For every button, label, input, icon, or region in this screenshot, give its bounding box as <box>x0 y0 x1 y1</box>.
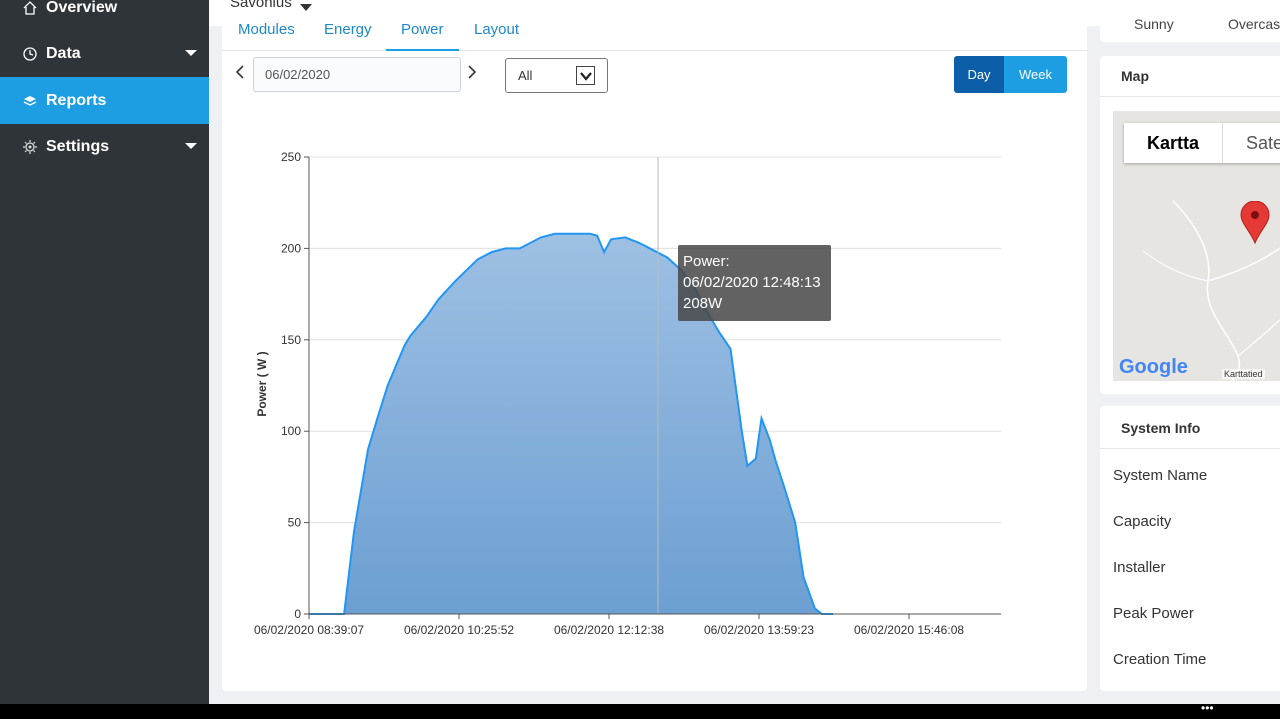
report-tabs: Modules Energy Power Layout <box>222 14 1087 51</box>
chart-axes: 0 50 100 150 200 250 06/02/2020 08:39:07 06/02/… <box>254 150 1001 637</box>
more-icon[interactable]: ••• <box>1201 701 1214 715</box>
divider <box>1100 448 1280 449</box>
info-row-capacity: Capacity <box>1113 513 1172 530</box>
sidebar-item-label: Data <box>46 44 81 62</box>
map-tab-satellite[interactable]: Sate <box>1246 133 1280 153</box>
area-fill <box>309 233 834 615</box>
tab-layout[interactable]: Layout <box>474 21 520 38</box>
sidebar-item-data[interactable]: Data <box>0 30 209 77</box>
range-select-value: All <box>518 68 533 83</box>
y-tick-label: 50 <box>288 516 302 530</box>
chevron-left-icon[interactable] <box>235 63 245 84</box>
chart-tooltip: Power: 06/02/2020 12:48:13 208W <box>678 245 831 321</box>
y-axis-label: Power ( W ) <box>255 351 269 416</box>
x-tick-label: 06/02/2020 10:25:52 <box>404 623 514 637</box>
map-card: Map Kartta Sate Google Karttatied <box>1100 56 1280 394</box>
info-row-installer: Installer <box>1113 559 1166 576</box>
map-attribution[interactable]: Karttatied <box>1222 369 1265 379</box>
layers-icon <box>20 91 40 111</box>
weather-label-sunny: Sunny <box>1134 16 1174 32</box>
tab-modules[interactable]: Modules <box>238 21 295 38</box>
gear-icon <box>20 137 40 157</box>
day-button[interactable]: Day <box>954 56 1004 93</box>
map-type-tabs: Kartta Sate <box>1124 123 1280 163</box>
sidebar-item-label: Settings <box>46 137 110 155</box>
y-tick-label: 0 <box>294 607 301 621</box>
sidebar-item-overview[interactable]: Overview <box>0 0 209 31</box>
bottom-bar: ••• <box>0 701 1280 719</box>
home-icon <box>20 0 40 18</box>
google-logo: Google <box>1119 356 1188 378</box>
chevron-down-icon <box>185 143 197 149</box>
chart-area-series <box>309 157 834 615</box>
site-selector-label[interactable]: Savonius <box>230 0 292 11</box>
x-tick-label: 06/02/2020 08:39:07 <box>254 623 364 637</box>
y-tick-label: 150 <box>281 333 301 347</box>
x-tick-label: 06/02/2020 12:12:38 <box>554 623 664 637</box>
sidebar-item-settings[interactable]: Settings <box>0 123 209 170</box>
sidebar: Overview Data Reports Settings <box>0 0 209 704</box>
map-card-title: Map <box>1121 68 1149 84</box>
chevron-down-icon <box>576 66 595 85</box>
map-tab-map[interactable]: Kartta <box>1147 133 1200 153</box>
weather-card: Sunny Overcas <box>1100 0 1280 42</box>
map-pin-icon[interactable] <box>1240 201 1270 245</box>
weather-label-overcast: Overcas <box>1228 16 1280 32</box>
tab-power[interactable]: Power <box>386 21 459 51</box>
chevron-down-icon <box>185 50 197 56</box>
clock-icon <box>20 44 40 64</box>
y-tick-label: 100 <box>281 424 301 438</box>
chevron-right-icon[interactable] <box>467 63 477 84</box>
y-tick-label: 200 <box>281 241 301 255</box>
divider <box>1100 96 1280 97</box>
x-tick-label: 06/02/2020 13:59:23 <box>704 623 814 637</box>
week-button[interactable]: Week <box>1004 56 1067 93</box>
power-chart[interactable]: 0 50 100 150 200 250 06/02/2020 08:39:07 06/02/… <box>222 14 1087 691</box>
system-info-title: System Info <box>1121 420 1201 436</box>
power-report-card: Modules Energy Power Layout 06/02/2020 A… <box>222 14 1087 691</box>
area-line <box>309 232 834 615</box>
chevron-down-icon[interactable] <box>300 4 312 11</box>
info-row-creation-time: Creation Time <box>1113 651 1207 668</box>
tooltip-time: 06/02/2020 12:48:13 <box>683 274 821 291</box>
map-view[interactable]: Kartta Sate Google Karttatied <box>1113 111 1280 381</box>
sidebar-item-label: Overview <box>46 0 118 16</box>
date-input[interactable]: 06/02/2020 <box>253 57 461 92</box>
info-row-peak-power: Peak Power <box>1113 605 1194 622</box>
system-info-card: System Info System Name Capacity Install… <box>1100 406 1280 691</box>
tooltip-title: Power: <box>683 253 730 270</box>
info-row-system-name: System Name <box>1113 467 1208 484</box>
range-select[interactable]: All <box>505 58 608 93</box>
x-tick-label: 06/02/2020 15:46:08 <box>854 623 964 637</box>
tooltip-value: 208W <box>683 295 723 312</box>
divider <box>1222 123 1223 163</box>
sidebar-item-label: Reports <box>46 91 107 109</box>
tab-energy[interactable]: Energy <box>324 21 372 38</box>
sidebar-item-reports[interactable]: Reports <box>0 77 209 124</box>
y-tick-label: 250 <box>281 150 301 164</box>
